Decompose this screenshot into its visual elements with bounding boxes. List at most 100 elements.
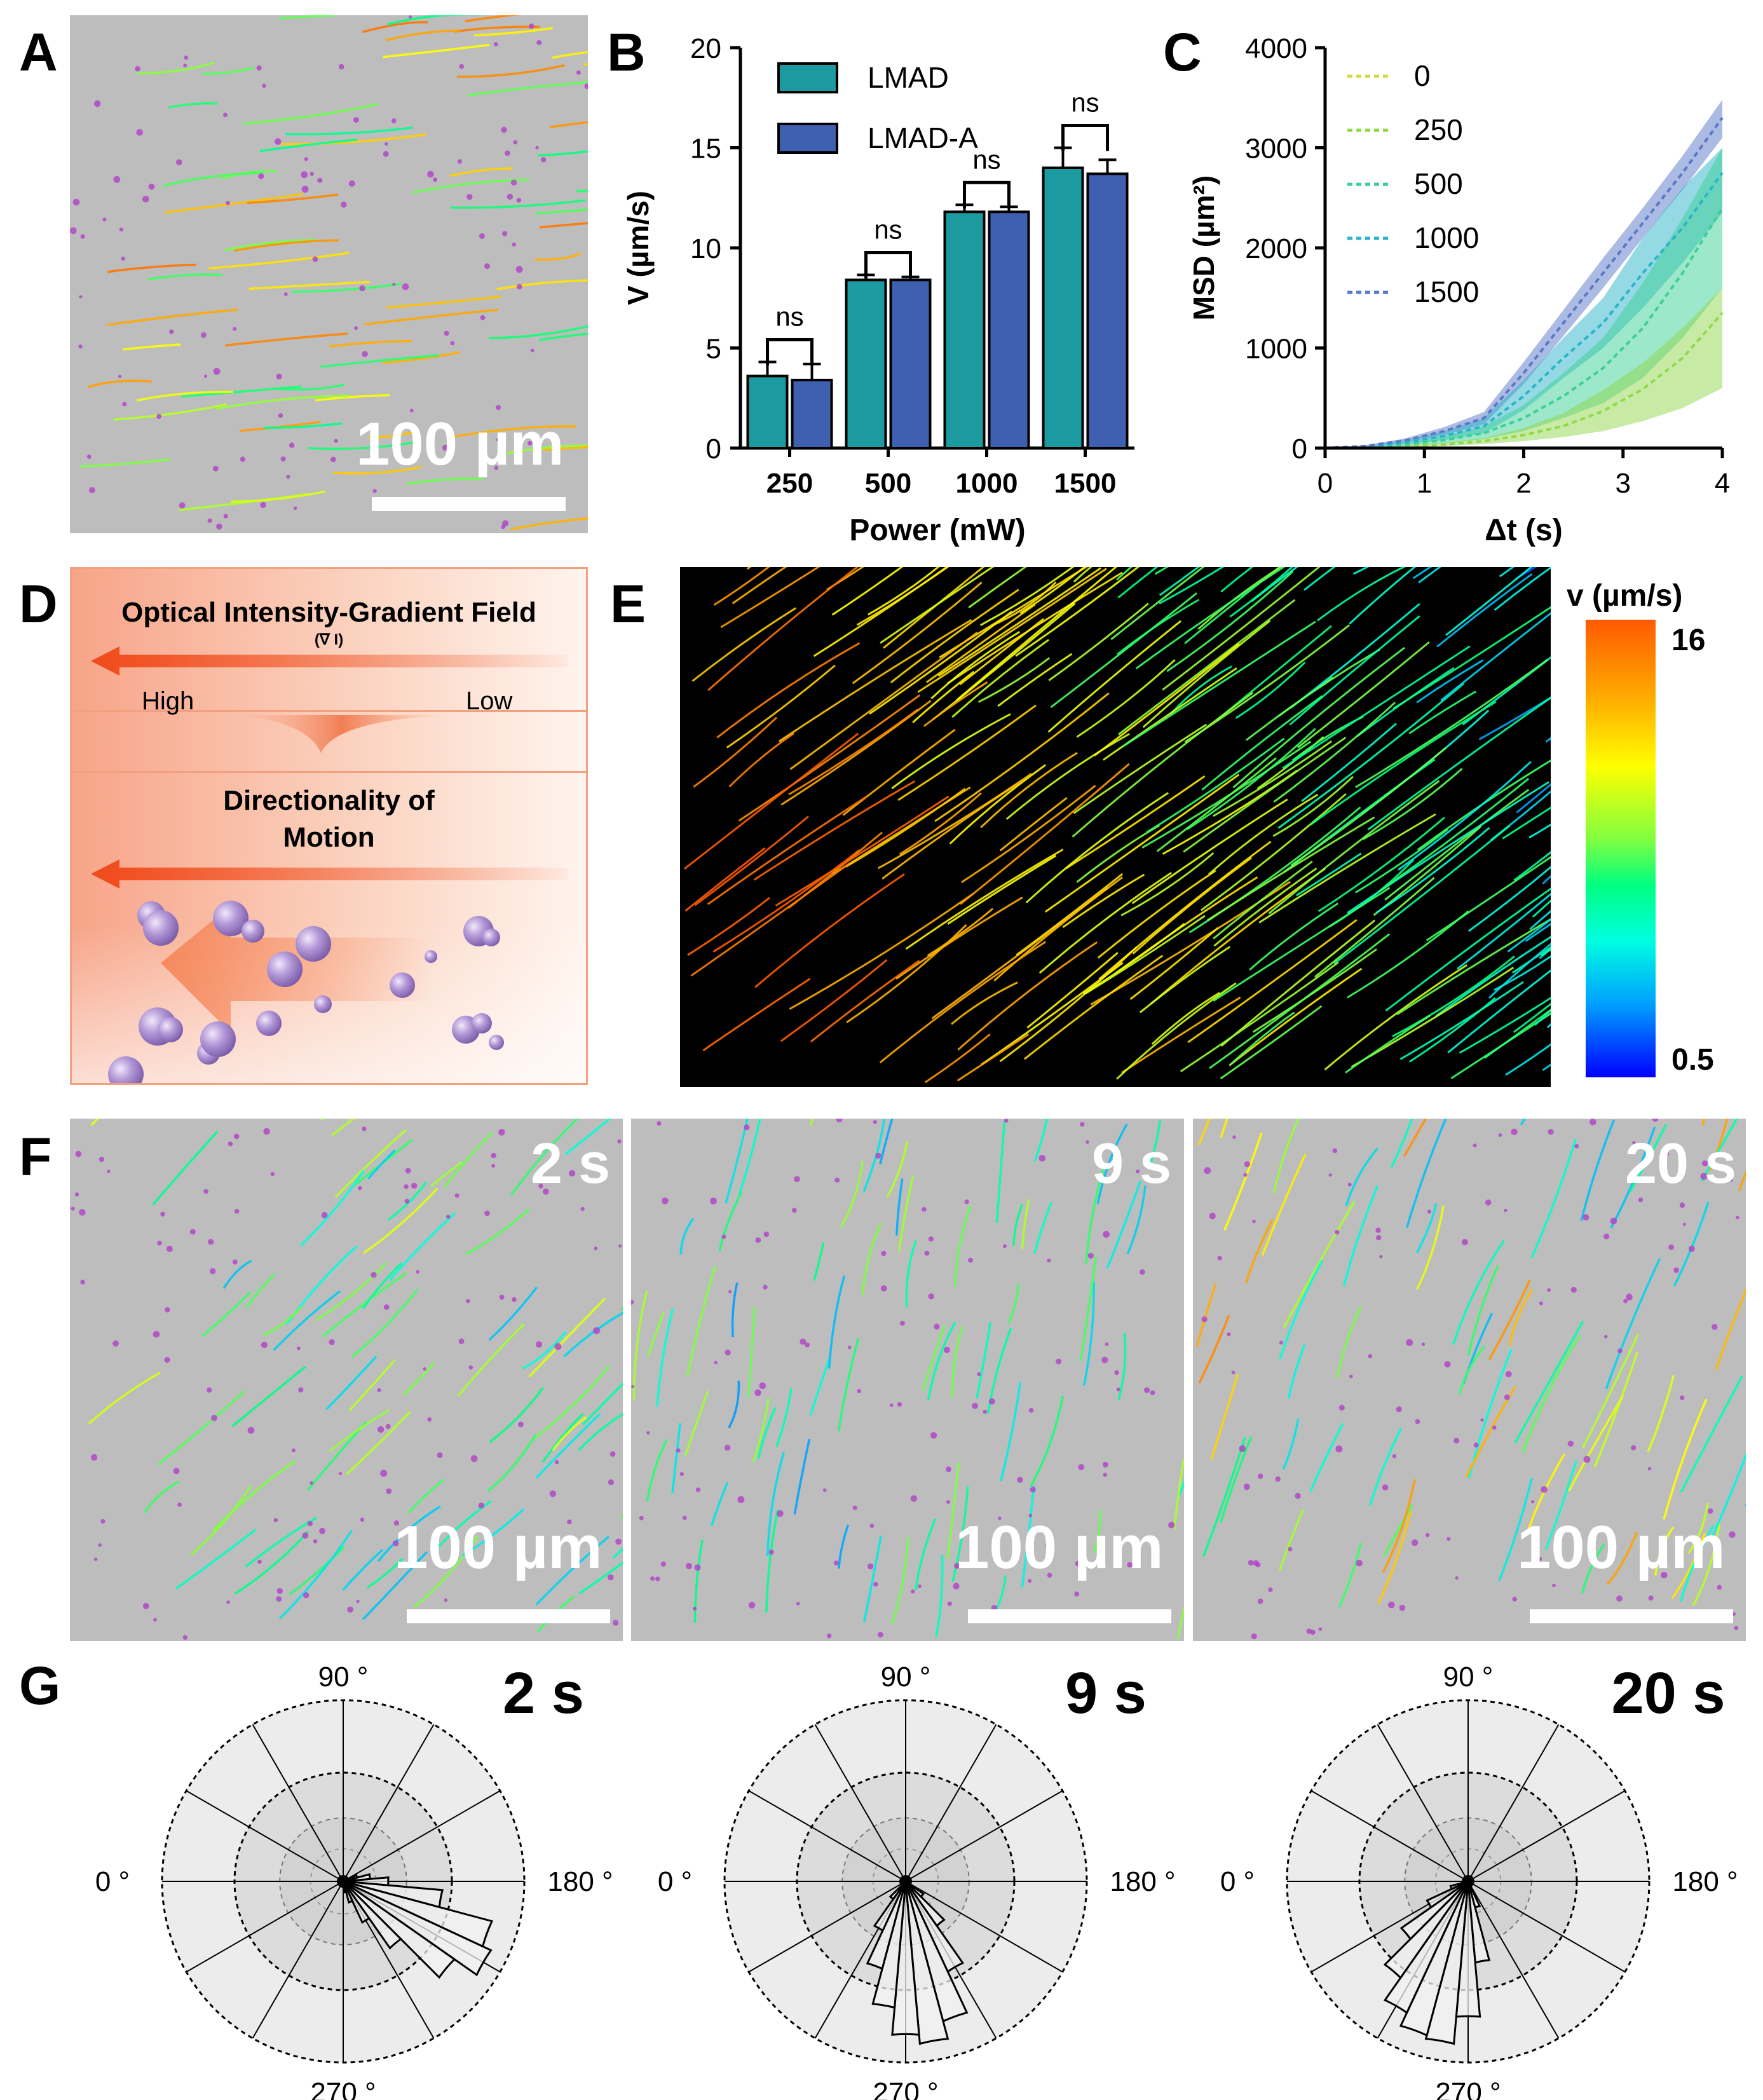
particle-dot: [93, 1557, 98, 1561]
track: [1484, 1008, 1551, 1059]
particle-dot: [1480, 1418, 1484, 1422]
particle-sphere: [489, 1035, 504, 1050]
particle-dot: [89, 487, 95, 493]
angle-label-180: 180 °: [1672, 1866, 1738, 1897]
particle-dot: [501, 126, 507, 133]
track: [838, 1524, 850, 1569]
particle-dot: [1318, 1627, 1323, 1631]
track: [1352, 567, 1370, 575]
bar: [889, 278, 932, 449]
track: [320, 354, 439, 368]
track: [231, 490, 326, 503]
particle-dot: [1232, 1135, 1236, 1139]
track: [1162, 567, 1321, 691]
track: [812, 1242, 825, 1281]
track: [1000, 1382, 1022, 1482]
particle-dot: [695, 1487, 701, 1492]
particle-dot: [339, 1471, 342, 1475]
particle-dot: [998, 1517, 1002, 1520]
particle-dot: [286, 474, 290, 479]
particle-dot: [301, 186, 309, 193]
particle-sphere: [108, 1056, 144, 1083]
scale-bar: [407, 1609, 610, 1623]
particle-dot: [615, 1538, 622, 1545]
track: [732, 567, 787, 604]
track: [1459, 997, 1551, 1054]
panel-f-frame-20s: 20 s 100 µm: [1193, 1119, 1746, 1641]
particle-dot: [223, 112, 228, 118]
particle-dot: [1461, 1239, 1468, 1246]
track: [1513, 851, 1551, 882]
y-axis-label: V (µm/s): [622, 191, 655, 305]
colorbar-title: v (µm/s): [1567, 579, 1683, 613]
legend-label: LMAD: [868, 61, 949, 94]
track: [671, 1422, 681, 1493]
particle-dot: [1356, 1560, 1363, 1567]
particle-dot: [121, 256, 125, 261]
track: [620, 1307, 623, 1311]
particle-dot: [380, 1469, 388, 1477]
particle-dot: [911, 1589, 915, 1594]
particle-dot: [1399, 1604, 1406, 1611]
track: [113, 403, 228, 421]
legend-label: LMAD-A: [868, 121, 978, 154]
particle-dot: [1512, 1597, 1517, 1602]
particle-dot: [880, 1285, 887, 1292]
bar: [791, 378, 833, 450]
particle-dot: [1328, 1173, 1332, 1177]
particle-dot: [1648, 1595, 1654, 1601]
track: [1229, 567, 1294, 618]
particle-dot: [1349, 1374, 1353, 1379]
particle-dot: [278, 413, 283, 418]
particle-dot: [1379, 1255, 1383, 1258]
particle-dot: [1626, 1293, 1633, 1300]
histogram-wedge: [343, 1880, 493, 1977]
track: [912, 671, 975, 723]
track: [1345, 1014, 1431, 1074]
track: [345, 1410, 412, 1476]
track: [915, 1518, 937, 1591]
mean-line: [1324, 172, 1724, 449]
track: [1336, 1306, 1363, 1379]
particle-dot: [216, 523, 222, 530]
track: [927, 1321, 956, 1401]
particle-dot: [947, 1601, 952, 1606]
y-tick-label: 0: [1292, 433, 1307, 465]
particle-dot: [458, 1338, 465, 1344]
time-label: 9 s: [1092, 1132, 1172, 1196]
particle-dot: [211, 1415, 217, 1421]
particle-dot: [1736, 1215, 1739, 1220]
track: [1279, 1508, 1304, 1571]
track: [87, 379, 152, 388]
track: [976, 1322, 991, 1399]
confidence-band: [1325, 147, 1722, 448]
track: [430, 1161, 463, 1187]
track: [862, 1119, 886, 1192]
track: [1021, 1199, 1030, 1250]
particle-dot: [405, 1168, 411, 1174]
track: [308, 441, 416, 451]
colorbar-max: 16: [1671, 624, 1706, 657]
track: [576, 189, 588, 193]
time-label: 20 s: [1625, 1132, 1737, 1196]
track: [693, 716, 778, 788]
significance-bracket: [864, 251, 912, 278]
particle-dot: [329, 1339, 335, 1346]
particle-dot: [119, 228, 123, 232]
particle-dot: [613, 1619, 619, 1626]
particle-dot: [549, 1490, 556, 1497]
track: [789, 892, 974, 1010]
motion-title-line1: Directionality of: [223, 785, 435, 816]
particle-dot: [457, 159, 463, 164]
particle-dot: [1701, 1160, 1708, 1167]
track: [364, 308, 498, 326]
track: [1580, 1119, 1616, 1222]
particle-dot: [763, 1231, 770, 1238]
particle-dot: [200, 332, 207, 338]
high-label: High: [142, 687, 194, 715]
particle-dot: [535, 1341, 543, 1348]
particle-dot: [618, 1244, 622, 1248]
track: [1186, 728, 1316, 831]
bar: [988, 210, 1030, 449]
particle-dot: [977, 1372, 981, 1377]
